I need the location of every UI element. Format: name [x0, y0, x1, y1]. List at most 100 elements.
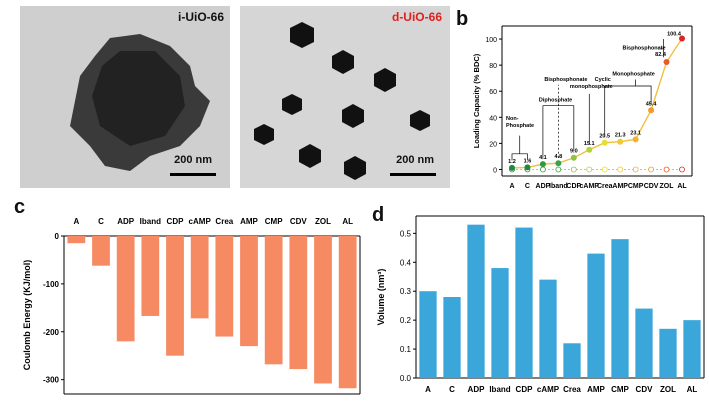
- b-baseline-point: [648, 166, 654, 173]
- d-bar: [467, 224, 485, 378]
- d-ytick-label: 0.1: [400, 345, 412, 354]
- b-annot-monophosphate: Monophosphate: [612, 72, 654, 78]
- b-category-label: Iband: [549, 183, 568, 190]
- b-ytick-label: 0: [493, 167, 497, 174]
- b-category-label: AL: [677, 183, 687, 190]
- b-baseline-point: [617, 166, 624, 173]
- d-ylabel: Volume (nm³): [376, 269, 386, 326]
- d-ytick-label: 0.4: [400, 258, 412, 267]
- b-ylabel: Loading Capacity (% BDC): [472, 53, 481, 148]
- d-category-label: CDP: [516, 385, 534, 394]
- b-category-label: ADP: [536, 183, 551, 190]
- d-bar: [539, 279, 557, 378]
- d-bar: [611, 239, 629, 378]
- b-data-point: [570, 154, 577, 161]
- c-category-label: Iband: [140, 217, 161, 226]
- b-data-point: [601, 139, 608, 146]
- b-category-label: Crea: [597, 183, 613, 190]
- b-ytick-label: 20: [489, 141, 497, 148]
- b-data-label: 4.1: [539, 155, 547, 161]
- d-category-label: Crea: [563, 385, 581, 394]
- tem-image-i-uio-66: i-UiO-66 200 nm: [20, 6, 230, 188]
- b-data-label: 100.4: [667, 32, 682, 38]
- c-category-label: A: [73, 217, 79, 226]
- i-uio-66-label: i-UiO-66: [177, 10, 224, 24]
- b-data-label: 9.0: [570, 149, 578, 155]
- b-bracket-bisphosphonate-high: [660, 39, 664, 58]
- d-category-label: CMP: [611, 385, 629, 394]
- b-annot-cyclic-2: monophosphate: [570, 84, 613, 90]
- c-bar: [264, 236, 283, 365]
- b-ytick-label: 80: [489, 63, 497, 70]
- b-baseline-point: [679, 166, 685, 173]
- c-category-label: C: [98, 217, 104, 226]
- c-bar: [289, 236, 308, 370]
- c-category-label: CDV: [290, 217, 308, 226]
- b-data-point: [648, 107, 655, 114]
- c-ytick-label: -200: [43, 328, 60, 337]
- d-ytick-label: 0.3: [400, 287, 412, 296]
- d-bar: [419, 291, 437, 378]
- d-category-label: ADP: [468, 385, 486, 394]
- c-bar: [338, 236, 357, 389]
- b-annot-bisphosphonate-low: Bisphosphonate: [544, 77, 587, 83]
- b-category-label: CDV: [644, 183, 659, 190]
- b-baseline-point: [555, 166, 562, 173]
- d-category-label: AMP: [587, 385, 605, 394]
- c-ytick-label: -100: [43, 280, 60, 289]
- b-data-point: [555, 160, 562, 167]
- right-scale-label: 200 nm: [396, 154, 434, 166]
- d-ytick-label: 0.5: [400, 229, 412, 238]
- i-uio-66-aggregate: [70, 34, 210, 171]
- b-category-label: A: [509, 183, 514, 190]
- d-ytick-label: 0.0: [400, 374, 412, 383]
- b-category-label: cAMP: [580, 183, 600, 190]
- d-uio-66-particles: [254, 22, 430, 180]
- d-category-label: cAMP: [537, 385, 560, 394]
- b-data-point: [524, 164, 531, 171]
- b-category-label: AMP: [612, 183, 628, 190]
- d-bar: [635, 308, 653, 378]
- c-ylabel: Coulomb Energy (KJ/mol): [22, 260, 32, 371]
- d-bar: [587, 253, 605, 378]
- b-data-point: [632, 136, 639, 143]
- c-category-label: ADP: [117, 217, 135, 226]
- d-category-label: ZOL: [660, 385, 676, 394]
- b-baseline-point: [632, 166, 639, 173]
- b-data-point: [586, 146, 593, 153]
- chart-c: 0 -100 -200 -300 Coulomb Energy (KJ/mol) A C AD…: [22, 217, 361, 395]
- c-ytick-label: -300: [43, 376, 60, 385]
- b-annot-diphosphate: Diphosphate: [539, 98, 572, 104]
- c-ytick-label: 0: [55, 232, 60, 241]
- panel-b-letter: b: [456, 8, 469, 30]
- c-category-label: Crea: [215, 217, 233, 226]
- d-category-label: A: [425, 385, 431, 394]
- d-ytick-label: 0.2: [400, 316, 412, 325]
- b-ytick-label: 100: [485, 37, 497, 44]
- c-bar: [141, 236, 160, 316]
- b-ytick-label: 60: [489, 89, 497, 96]
- panel-c-letter: c: [14, 196, 26, 218]
- d-category-label: AL: [687, 385, 698, 394]
- right-scale-bar: [390, 173, 436, 176]
- b-data-label: 82.4: [655, 52, 667, 58]
- b-data-label: 21.3: [615, 133, 626, 139]
- b-baseline-point: [601, 166, 608, 173]
- c-category-label: AMP: [240, 217, 258, 226]
- b-annot-cyclic: Cyclic: [595, 77, 611, 83]
- b-data-point: [509, 164, 515, 171]
- chart-b: 0 20 40 60 80 100 Loading Capacity (% BDC) A C AD…: [472, 25, 693, 190]
- b-bracket-non-phosphate: [511, 135, 528, 161]
- d-bar: [563, 343, 581, 378]
- d-uio-66-label: d-UiO-66: [391, 10, 442, 24]
- tem-image-d-uio-66: d-UiO-66 200 nm: [240, 6, 450, 188]
- b-category-label: C: [525, 183, 530, 190]
- b-data-label: 45.4: [646, 101, 658, 107]
- c-bar: [314, 236, 332, 384]
- b-baseline-point: [540, 166, 546, 173]
- c-category-label: ZOL: [315, 217, 331, 226]
- b-data-label: 1.2: [508, 159, 516, 165]
- b-ytick-label: 40: [489, 115, 497, 122]
- left-scale-label: 200 nm: [174, 154, 212, 166]
- chart-d: 0.0 0.1 0.2 0.3 0.4 0.5 Volume (nm³) A C ADP Iband…: [376, 215, 705, 394]
